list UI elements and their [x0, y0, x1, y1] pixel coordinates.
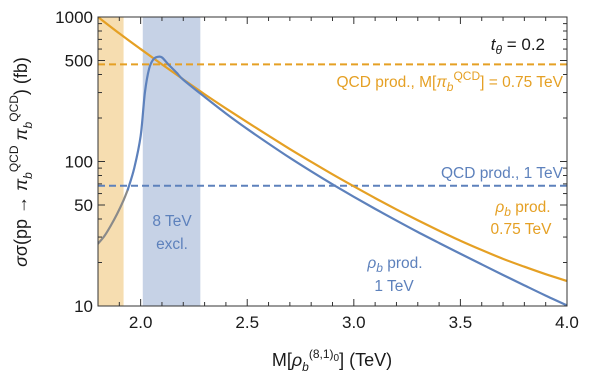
- rho-1-label-line2: 1 TeV: [374, 278, 414, 295]
- series-layer: [98, 17, 567, 306]
- series-line-rho_075: [98, 17, 567, 283]
- series-line-rho_1_extrapolated: [98, 188, 129, 245]
- rho-075-label-line2: 0.75 TeV: [491, 221, 553, 238]
- y-axis-title: σσ(pp → πbQCD πbQCD) (fb): [7, 57, 35, 267]
- x-axis-title: M[ρb(8,1)0] (TeV): [272, 347, 392, 374]
- ticks-layer: [97, 16, 568, 307]
- series-line-rho_1: [126, 55, 567, 306]
- x-tick-label: 4.0: [555, 313, 579, 332]
- t-theta-label: tθ = 0.2: [491, 35, 545, 57]
- y-tick-label: 10: [74, 297, 93, 316]
- excl-label-line1: 8 TeV: [152, 213, 192, 230]
- qcd-075-label: QCD prod., M[πbQCD] = 0.75 TeV: [336, 69, 563, 94]
- y-tick-label: 1000: [55, 8, 93, 27]
- qcd-1-label: QCD prod., 1 TeV: [441, 165, 564, 182]
- y-tick-label: 100: [65, 153, 93, 172]
- rho-1-label-line1: ρb prod.: [366, 255, 422, 275]
- x-tick-label: 3.5: [449, 313, 473, 332]
- rho-075-label-line1: ρb prod.: [494, 199, 550, 219]
- y-tick-label: 50: [74, 196, 93, 215]
- tick-labels-layer: 2.0 2.5 3.0 3.5 4.0 10 50 100 500 1000: [55, 8, 579, 332]
- x-tick-label: 2.0: [129, 313, 153, 332]
- excl-label-line2: excl.: [156, 236, 188, 253]
- x-tick-label: 2.5: [235, 313, 259, 332]
- x-tick-label: 3.0: [342, 313, 366, 332]
- hlines-layer: [98, 63, 567, 187]
- y-tick-label: 500: [65, 51, 93, 70]
- bands-layer: [98, 17, 201, 306]
